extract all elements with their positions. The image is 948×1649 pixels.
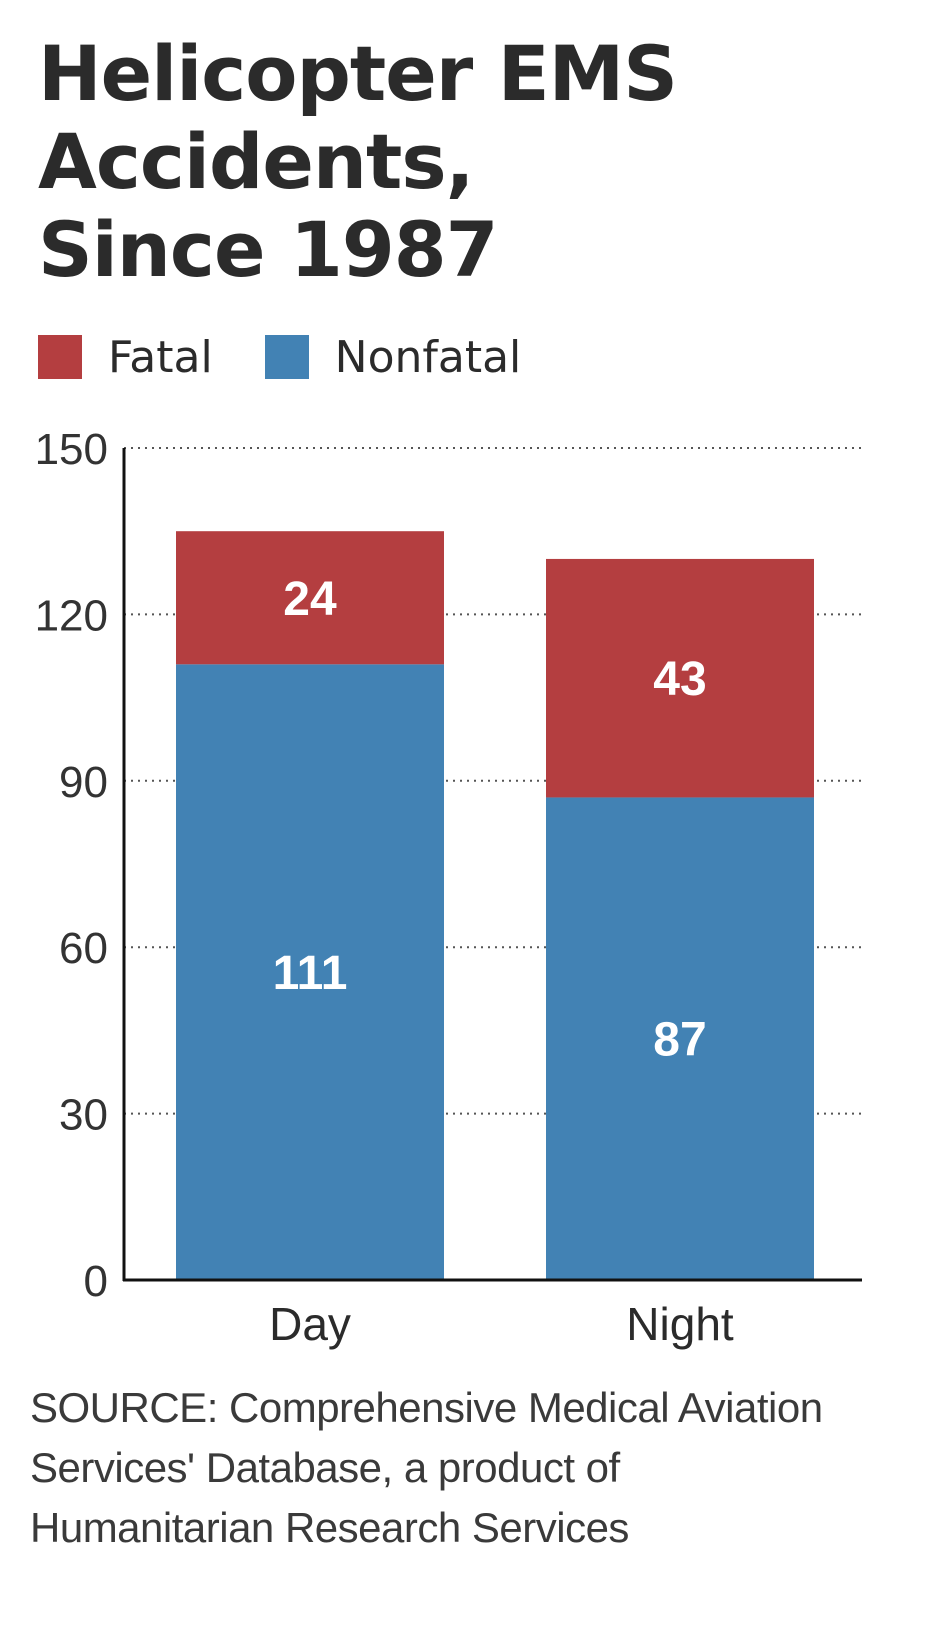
source-line-1: SOURCE: Comprehensive Medical Aviation [30, 1384, 823, 1431]
bar-fatal-day [176, 531, 444, 665]
legend-item-fatal: Fatal [38, 332, 213, 383]
source-note: SOURCE: Comprehensive Medical Aviation S… [30, 1378, 930, 1558]
y-tick-label-90: 90 [59, 758, 108, 807]
legend-label-fatal: Fatal [108, 331, 213, 383]
title-line-2: Accidents, [38, 117, 474, 206]
legend-item-nonfatal: Nonfatal [264, 331, 522, 383]
title-line-1: Helicopter EMS [38, 29, 678, 118]
y-tick-label-30: 30 [59, 1091, 108, 1140]
chart-title: Helicopter EMS Accidents, Since 1987 [38, 30, 918, 294]
x-tick-label-day: Day [269, 1298, 351, 1350]
y-tick-label-60: 60 [59, 924, 108, 973]
source-line-3: Humanitarian Research Services [30, 1504, 629, 1551]
y-tick-label-120: 120 [35, 591, 108, 640]
data-label-fatal-day: 24 [283, 573, 337, 626]
legend-swatch-fatal [38, 335, 82, 379]
data-label-fatal-night: 43 [653, 653, 706, 706]
data-label-nonfatal-day: 111 [273, 947, 348, 1000]
bar-nonfatal-night [546, 797, 814, 1280]
legend: Fatal Nonfatal [38, 331, 573, 383]
data-label-nonfatal-night: 87 [653, 1014, 706, 1067]
title-line-3: Since 1987 [38, 205, 498, 294]
y-tick-label-0: 0 [84, 1257, 108, 1306]
bar-fatal-night [546, 558, 814, 798]
bar-nonfatal-day [176, 664, 444, 1280]
y-tick-label-150: 150 [35, 425, 108, 474]
x-tick-label-night: Night [626, 1298, 734, 1350]
legend-swatch-nonfatal [264, 335, 309, 379]
legend-label-nonfatal: Nonfatal [334, 331, 522, 383]
source-line-2: Services' Database, a product of [30, 1444, 620, 1491]
stacked-bar-chart: 0 30 60 90 120 150 111 24 Day 87 43 Night [35, 425, 862, 1350]
